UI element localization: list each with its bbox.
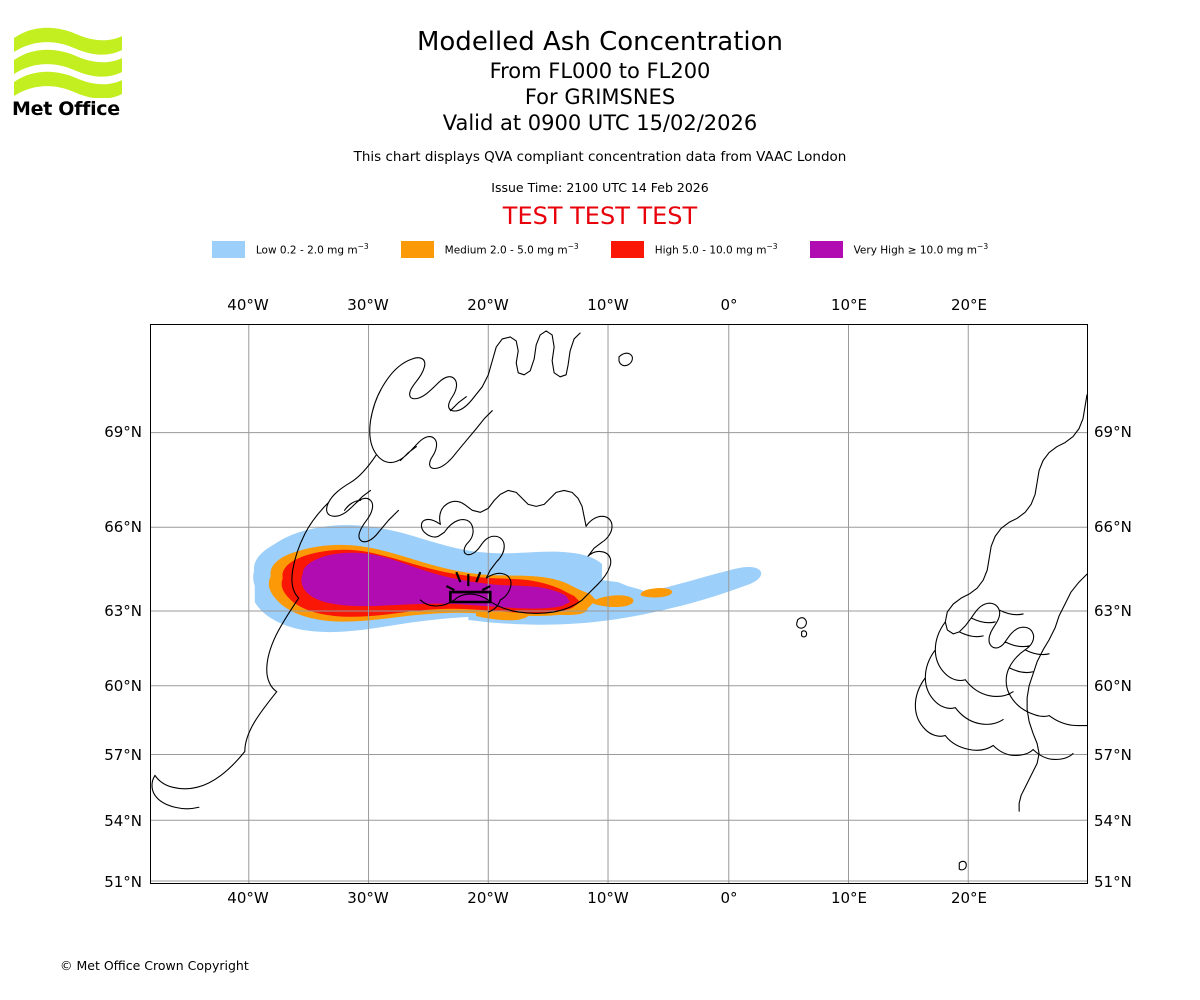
- legend-medium-exponent: −3: [567, 242, 579, 252]
- lat-tick-label-right: 69°N: [1094, 423, 1132, 441]
- valid-time-subtitle: Valid at 0900 UTC 15/02/2026: [442, 111, 758, 135]
- issue-time: Issue Time: 2100 UTC 14 Feb 2026: [491, 180, 709, 195]
- lon-tick-label-bottom: 30°W: [347, 889, 389, 907]
- met-office-wave-icon: [14, 27, 122, 99]
- concentration-legend: Low 0.2 - 2.0 mg m−3 Medium 2.0 - 5.0 mg …: [0, 241, 1200, 258]
- lat-tick-label-right: 63°N: [1094, 602, 1132, 620]
- legend-very-high-exponent: −3: [977, 242, 989, 252]
- ash-concentration-map[interactable]: [150, 324, 1088, 884]
- coastlines: [151, 330, 1087, 871]
- lat-tick-label-left: 66°N: [104, 518, 142, 536]
- lon-tick-label-top: 0°: [720, 296, 738, 314]
- lon-tick-label-bottom: 10°W: [587, 889, 629, 907]
- coastline-scandinavia: [914, 394, 1087, 760]
- met-office-logo: Met Office: [12, 22, 132, 120]
- source-marker-grimsnes: [445, 571, 492, 604]
- legend-low-swatch: [211, 241, 245, 258]
- lat-tick-label-left: 63°N: [104, 602, 142, 620]
- coastline-faroes: [796, 617, 808, 638]
- legend-very-high: Very High ≥ 10.0 mg m−3: [809, 241, 989, 258]
- lon-tick-label-bottom: 20°E: [950, 889, 988, 907]
- ash-contour-very-high-lobe: [316, 562, 443, 600]
- lat-tick-label-left: 60°N: [104, 677, 142, 695]
- lon-tick-label-bottom: 20°W: [467, 889, 509, 907]
- lat-tick-label-right: 54°N: [1094, 812, 1132, 830]
- legend-medium: Medium 2.0 - 5.0 mg m−3: [400, 241, 579, 258]
- lat-tick-label-left: 51°N: [104, 873, 142, 891]
- lon-tick-label-bottom: 0°: [720, 889, 738, 907]
- met-office-wordmark: Met Office: [12, 98, 120, 120]
- legend-high-swatch: [610, 241, 644, 258]
- lat-tick-label-right: 66°N: [1094, 518, 1132, 536]
- coastline-islands-misc: [958, 860, 967, 871]
- lon-tick-label-top: 40°W: [227, 296, 269, 314]
- legend-medium-label: Medium 2.0 - 5.0 mg m−3: [444, 242, 579, 257]
- copyright-notice: © Met Office Crown Copyright: [60, 958, 249, 973]
- ash-patch-medium-4: [640, 587, 673, 598]
- site-subtitle: For GRIMSNES: [524, 85, 676, 109]
- page-title: Modelled Ash Concentration: [416, 27, 784, 57]
- legend-high-label: High 5.0 - 10.0 mg m−3: [654, 242, 778, 257]
- ash-plume-contours: [253, 525, 762, 633]
- lon-tick-label-top: 10°E: [830, 296, 868, 314]
- lon-tick-label-bottom: 40°W: [227, 889, 269, 907]
- lon-tick-label-top: 10°W: [587, 296, 629, 314]
- legend-very-high-label: Very High ≥ 10.0 mg m−3: [853, 242, 989, 257]
- lat-tick-label-left: 69°N: [104, 423, 142, 441]
- legend-medium-swatch: [400, 241, 434, 258]
- coastline-greenland: [151, 330, 581, 810]
- legend-high-exponent: −3: [766, 242, 778, 252]
- lon-tick-label-top: 20°E: [950, 296, 988, 314]
- test-banner: TEST TEST TEST: [502, 202, 698, 230]
- lat-tick-label-right: 51°N: [1094, 873, 1132, 891]
- ash-patch-medium-3: [592, 595, 634, 608]
- lat-tick-label-right: 60°N: [1094, 677, 1132, 695]
- lat-tick-label-left: 57°N: [104, 746, 142, 764]
- coastline-iceland: [419, 489, 613, 615]
- legend-very-high-swatch: [809, 241, 843, 258]
- lat-tick-label-left: 54°N: [104, 812, 142, 830]
- lon-tick-label-bottom: 10°E: [830, 889, 868, 907]
- coastline-jan-mayen: [618, 352, 633, 367]
- lon-tick-label-top: 30°W: [347, 296, 389, 314]
- title-block: Modelled Ash Concentration From FL000 to…: [0, 26, 1200, 230]
- legend-low-exponent: −3: [357, 242, 369, 252]
- flight-levels-subtitle: From FL000 to FL200: [489, 59, 711, 83]
- lat-tick-label-right: 57°N: [1094, 746, 1132, 764]
- qva-note: This chart displays QVA compliant concen…: [353, 149, 847, 165]
- map-gridlines: [151, 325, 1087, 883]
- lon-tick-label-top: 20°W: [467, 296, 509, 314]
- border-norway-sweden: [1018, 573, 1087, 812]
- legend-low: Low 0.2 - 2.0 mg m−3: [211, 241, 369, 258]
- legend-low-label: Low 0.2 - 2.0 mg m−3: [255, 242, 369, 257]
- legend-high: High 5.0 - 10.0 mg m−3: [610, 241, 778, 258]
